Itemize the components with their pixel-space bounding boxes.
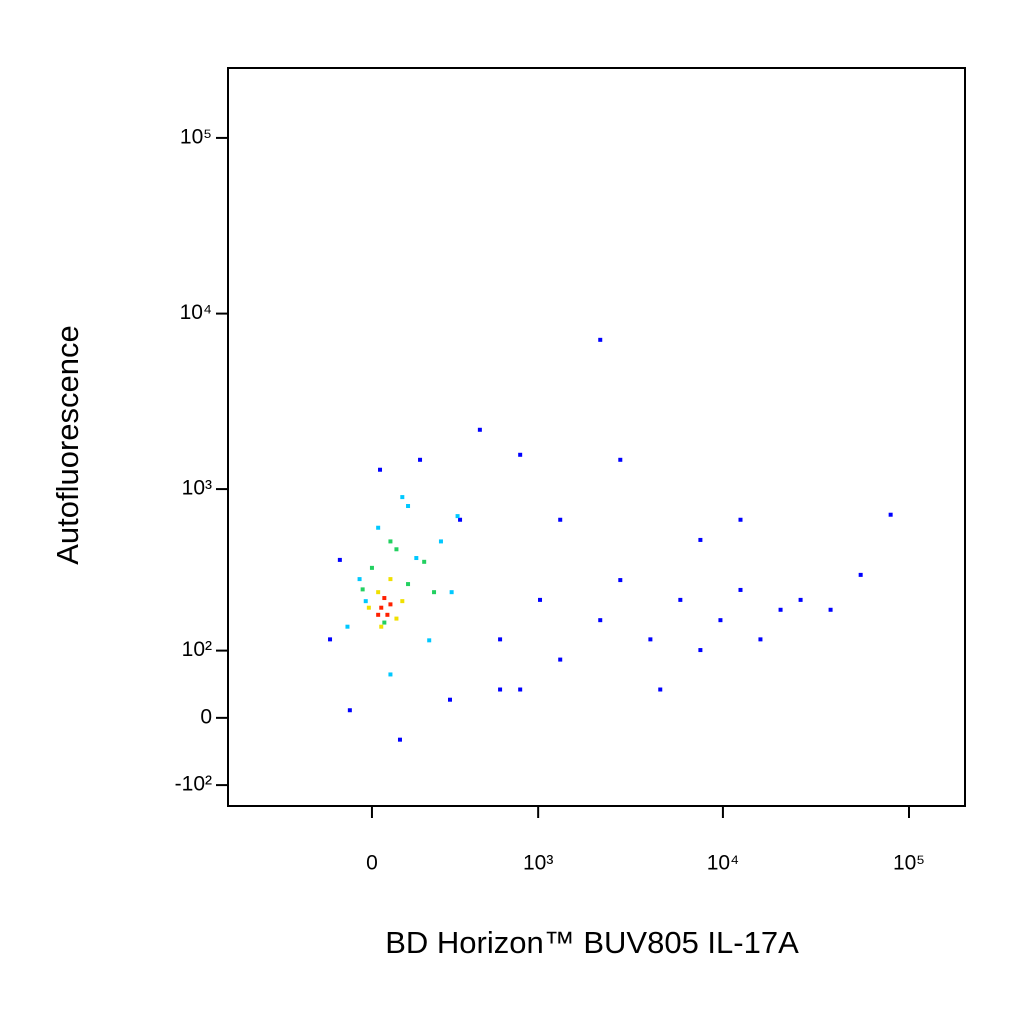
- x-axis-title: BD Horizon™ BUV805 IL-17A: [385, 925, 799, 960]
- event-point: [369, 565, 374, 570]
- event-point: [618, 457, 623, 462]
- x-tick-label: 10³: [523, 852, 553, 875]
- event-point: [378, 467, 383, 472]
- x-tick-label: 0: [366, 852, 378, 875]
- event-point: [518, 687, 523, 692]
- event-point: [618, 578, 623, 583]
- event-point: [379, 605, 384, 610]
- event-point: [376, 590, 381, 595]
- event-point: [414, 556, 419, 561]
- event-point: [385, 612, 390, 617]
- event-point: [718, 618, 723, 623]
- event-point: [558, 517, 563, 522]
- event-point: [678, 597, 683, 602]
- event-point: [455, 514, 460, 519]
- event-point: [394, 547, 399, 552]
- event-point: [400, 495, 405, 500]
- event-point: [738, 517, 743, 522]
- y-tick-label: 10³: [182, 477, 212, 500]
- event-point: [382, 596, 387, 601]
- event-point: [448, 697, 453, 702]
- event-point: [388, 672, 393, 677]
- event-point: [518, 452, 523, 457]
- event-point: [394, 616, 399, 621]
- event-point: [337, 557, 342, 562]
- event-point: [598, 618, 603, 623]
- event-point: [558, 657, 563, 662]
- y-tick-label: 10²: [182, 638, 212, 661]
- event-point: [778, 607, 783, 612]
- event-point: [477, 427, 482, 432]
- event-point: [382, 620, 387, 625]
- event-point: [438, 539, 443, 544]
- plot-frame: [227, 67, 966, 807]
- event-point: [379, 624, 384, 629]
- event-point: [798, 597, 803, 602]
- event-point: [422, 559, 427, 564]
- event-point: [698, 648, 703, 653]
- event-point: [328, 637, 333, 642]
- event-point: [347, 708, 352, 713]
- event-point: [828, 607, 833, 612]
- y-tick-label: 10⁵: [180, 125, 212, 148]
- event-point: [498, 687, 503, 692]
- y-tick-label: 10⁴: [180, 301, 212, 324]
- x-tick-label: 10⁵: [893, 852, 925, 875]
- event-point: [360, 587, 365, 592]
- event-point: [738, 587, 743, 592]
- event-point: [418, 457, 423, 462]
- event-point: [400, 599, 405, 604]
- event-point: [432, 590, 437, 595]
- event-point: [458, 517, 463, 522]
- event-point: [388, 577, 393, 582]
- event-point: [363, 599, 368, 604]
- event-point: [357, 577, 362, 582]
- event-point: [658, 687, 663, 692]
- event-point: [538, 597, 543, 602]
- event-point: [406, 582, 411, 587]
- event-point: [376, 525, 381, 530]
- event-point: [888, 512, 893, 517]
- event-point: [397, 737, 402, 742]
- event-point: [345, 624, 350, 629]
- event-point: [427, 638, 432, 643]
- y-tick-label: -10²: [175, 773, 212, 796]
- event-point: [406, 504, 411, 509]
- y-axis-title: Autofluorescence: [50, 325, 85, 565]
- event-point: [498, 637, 503, 642]
- event-point: [366, 605, 371, 610]
- event-point: [698, 537, 703, 542]
- event-point: [648, 637, 653, 642]
- event-point: [388, 539, 393, 544]
- event-point: [376, 612, 381, 617]
- y-tick-label: 0: [200, 705, 212, 728]
- x-tick-label: 10⁴: [707, 852, 739, 875]
- event-point: [858, 572, 863, 577]
- event-point: [598, 337, 603, 342]
- event-point: [758, 637, 763, 642]
- event-point: [449, 590, 454, 595]
- event-point: [388, 602, 393, 607]
